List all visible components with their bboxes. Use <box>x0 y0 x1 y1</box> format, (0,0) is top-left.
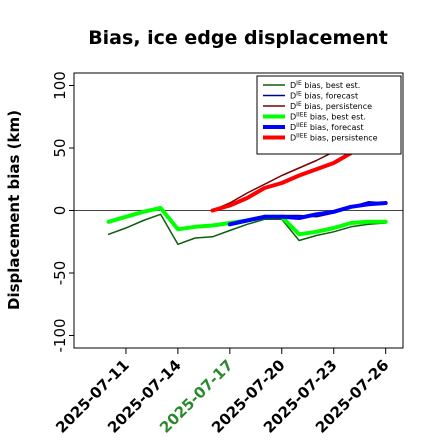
y-tick-label: 100 <box>51 71 69 100</box>
y-tick-label: -50 <box>51 261 69 286</box>
y-axis: -100 -50 0 50 100 <box>51 71 74 353</box>
legend-entry-label: DIE bias, forecast <box>290 91 358 101</box>
x-axis: 2025-07-112025-07-142025-07-172025-07-20… <box>52 348 393 437</box>
legend-entry-label: DIE bias, persistence <box>290 101 372 111</box>
y-tick-label: -100 <box>51 318 69 352</box>
legend-entry-label: DIIEE bias, persistence <box>290 133 378 143</box>
y-axis-label: Displacement bias (km) <box>5 110 23 310</box>
series-layer <box>106 142 388 246</box>
y-tick-label: 0 <box>51 206 69 216</box>
legend-entry-label: DIIEE bias, forecast <box>290 122 364 132</box>
series-line-2 <box>211 142 352 212</box>
legend-entry-label: DIE bias, best est. <box>290 80 360 90</box>
series-line-4 <box>227 201 388 227</box>
series-line-0 <box>107 213 387 246</box>
series-line-5 <box>210 151 354 213</box>
y-tick-label: 50 <box>51 138 69 157</box>
legend-entry-label: DIIEE bias, best est. <box>290 112 366 122</box>
legend: DIE bias, best est.DIE bias, forecastDIE… <box>256 75 402 155</box>
chart-title: Bias, ice edge displacement <box>88 27 388 49</box>
